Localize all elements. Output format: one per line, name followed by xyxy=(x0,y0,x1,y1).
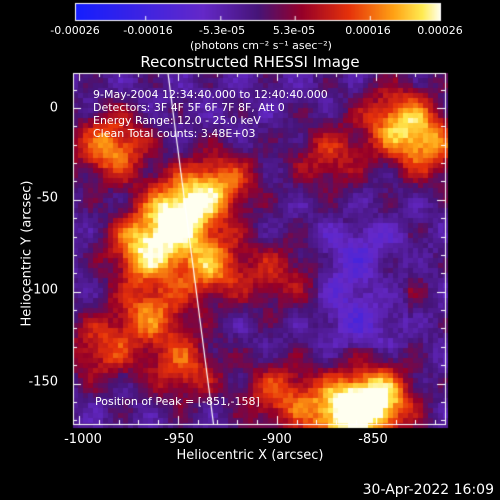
annotation-energy-range: Energy Range: 12.0 - 25.0 keV xyxy=(93,114,261,127)
colorbar-tick-label: -0.00016 xyxy=(123,24,173,37)
y-tick-label: 0 xyxy=(49,100,58,116)
colorbar-tick-label: 0.00026 xyxy=(417,24,463,37)
y-tick-label: -100 xyxy=(28,282,58,298)
y-axis-label: Heliocentric Y (arcsec) xyxy=(19,180,35,327)
x-tick-label: -950 xyxy=(164,432,194,447)
x-tick-label: -1000 xyxy=(64,432,102,447)
colorbar-tick-label: 5.3e-05 xyxy=(272,24,316,37)
y-tick-label: -150 xyxy=(28,374,58,390)
annotation-detectors: Detectors: 3F 4F 5F 6F 7F 8F, Att 0 xyxy=(93,101,285,114)
chart-title: Reconstructed RHESSI Image xyxy=(140,53,360,71)
x-tick-label: -850 xyxy=(358,432,388,447)
annotation-clean-counts: Clean Total counts: 3.48E+03 xyxy=(93,127,256,140)
colorbar-tick-label: 0.00016 xyxy=(345,24,391,37)
colorbar-tick-label: -5.3e-05 xyxy=(198,24,246,37)
colorbar-unit-label: (photons cm⁻² s⁻¹ asec⁻²) xyxy=(190,39,332,52)
annotation-time-range: 9-May-2004 12:34:40.000 to 12:40:40.000 xyxy=(93,88,328,101)
peak-position-label: Position of Peak = [-851,-158] xyxy=(95,395,260,408)
timestamp: 30-Apr-2022 16:09 xyxy=(362,482,494,498)
colorbar-tick-label: -0.00026 xyxy=(50,24,100,37)
x-axis-label: Heliocentric X (arcsec) xyxy=(176,448,324,463)
x-tick-label: -900 xyxy=(262,432,292,447)
y-tick-label: -50 xyxy=(36,190,58,206)
